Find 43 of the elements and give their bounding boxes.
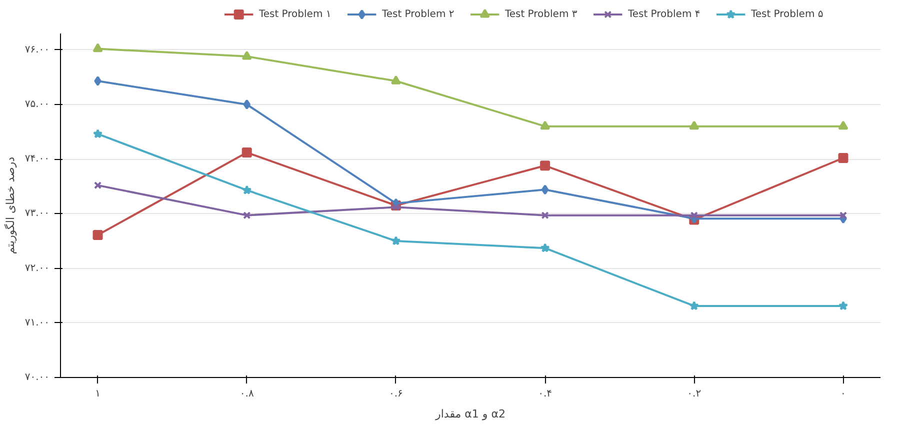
y-tick-label: ۷۳.۰۰	[24, 208, 50, 220]
point	[92, 43, 103, 52]
point	[690, 212, 698, 220]
legend-label: Test Problem ۳	[504, 9, 578, 20]
point	[92, 230, 103, 240]
point	[392, 203, 400, 211]
x-tick-label: ۰.۸	[240, 388, 254, 400]
point	[838, 120, 848, 130]
point	[92, 128, 103, 138]
point	[689, 120, 700, 130]
point	[243, 99, 251, 110]
point	[541, 212, 549, 220]
point	[242, 50, 252, 60]
point	[242, 148, 252, 158]
y-tick-label: ۷۱.۰۰	[24, 317, 50, 328]
point	[391, 236, 401, 246]
y-tick-label: ۷۲.۰۰	[24, 262, 50, 274]
x-tick-label: ۰	[840, 388, 846, 400]
legend-label: Test Problem ۲	[380, 9, 454, 20]
y-tick-label: ۷۰.۰۰	[24, 372, 50, 383]
legend-label: Test Problem ۴	[626, 9, 700, 20]
point	[541, 184, 549, 195]
point	[94, 76, 102, 86]
point	[838, 152, 848, 163]
y-tick-label: ۷۵.۰۰	[24, 98, 50, 110]
point	[242, 185, 252, 194]
y-tick-label: ۷۴.۰۰	[24, 154, 50, 165]
point	[689, 300, 699, 310]
x-axis-title: مقدار α1 و α2	[434, 408, 506, 420]
legend-label: Test Problem ۱	[258, 9, 332, 20]
legend-label: Test Problem ۵	[750, 9, 824, 20]
x-tick-label: ۱	[95, 388, 100, 400]
point	[540, 160, 550, 171]
x-tick-label: ۰.۴	[538, 388, 552, 400]
point	[540, 120, 550, 130]
point	[838, 300, 848, 310]
point	[540, 243, 550, 252]
point	[243, 212, 251, 220]
y-tick-label: ۷۶.۰۰	[24, 44, 50, 56]
x-tick-label: ۰.۲	[687, 388, 702, 400]
x-tick-label: ۰.۶	[388, 388, 403, 400]
y-axis-title: درصد خطای الگوریتم	[4, 156, 17, 254]
point	[390, 75, 401, 84]
